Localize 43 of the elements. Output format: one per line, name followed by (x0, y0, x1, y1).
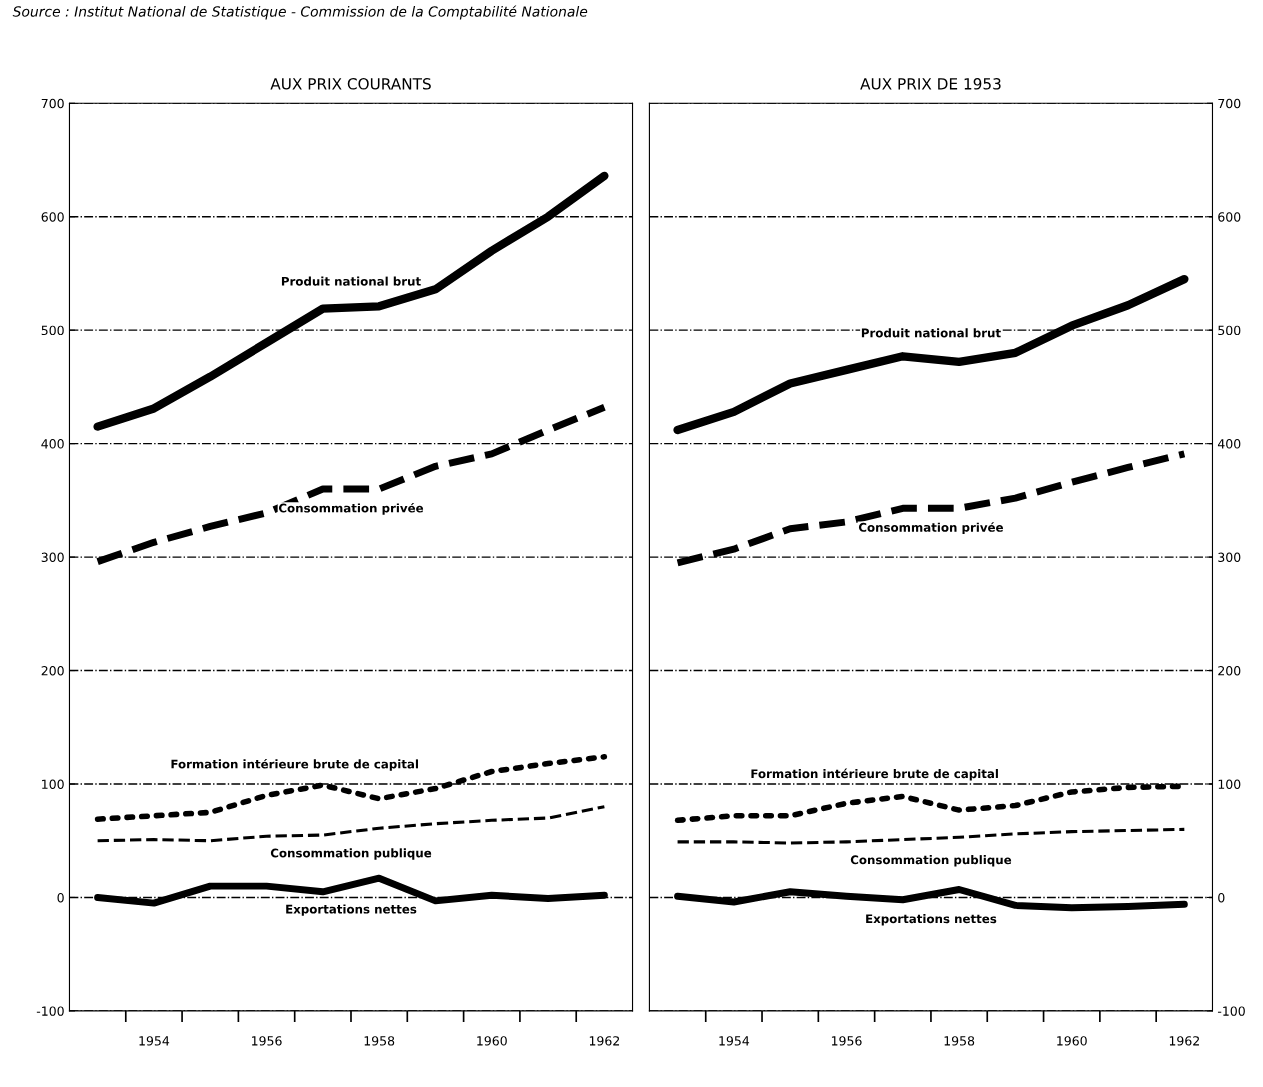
x-tick-label: 1954 (719, 1036, 750, 1046)
series-label: Produit national brut (281, 276, 421, 286)
chart-title: AUX PRIX COURANTS (270, 78, 431, 90)
line-series (96, 805, 606, 843)
y-tick-label: 100 (1218, 779, 1241, 789)
y-tick-label: 400 (1217, 439, 1241, 449)
y-tick-label: -100 (1217, 1006, 1245, 1016)
series-label: Consommation publique (270, 848, 432, 860)
x-tick-label: 1960 (1057, 1036, 1087, 1046)
series-label: Consommation privée (858, 522, 1003, 535)
x-tick-label: 1958 (944, 1036, 975, 1046)
y-tick-label: 100 (42, 779, 64, 789)
y-tick-label: 0 (1218, 892, 1225, 903)
chart-title: AUX PRIX DE 1953 (860, 78, 1001, 90)
y-tick-label: 600 (1218, 212, 1241, 222)
y-tick-label: -100 (36, 1006, 64, 1016)
x-tick-label: 1956 (252, 1036, 282, 1046)
x-tick-label: 1962 (1169, 1036, 1199, 1046)
x-tick-label: 1956 (831, 1036, 862, 1046)
y-tick-label: 400 (41, 439, 64, 449)
x-tick-label: 1962 (589, 1036, 620, 1046)
y-tick-label: 700 (1218, 98, 1241, 109)
series-label: Consommation publique (850, 855, 1012, 867)
y-tick-label: 500 (41, 325, 64, 336)
text: Formation intérieure brute de capital (751, 768, 998, 781)
y-tick-label: 300 (1218, 552, 1241, 563)
y-tick-label: 200 (41, 666, 64, 676)
x-tick-label: 1960 (477, 1036, 507, 1046)
y-tick-label: 200 (1218, 666, 1241, 676)
series-label: Produit national brut (861, 328, 1001, 338)
y-tick-label: 700 (41, 98, 64, 109)
y-tick-label: 300 (41, 552, 64, 563)
x-tick-label: 1958 (364, 1036, 395, 1046)
series-label: Exportations nettes (866, 914, 997, 926)
source-note: Source : Institut National de Statistique - Commission de la Comptabilité Nationale (12, 5, 588, 20)
series-label: Consommation privée (278, 502, 424, 515)
x-tick-label: 1954 (139, 1036, 170, 1046)
y-tick-label: 600 (41, 212, 64, 222)
y-tick-label: 0 (57, 892, 64, 903)
series-label: Exportations nettes (286, 904, 417, 916)
line-series (676, 827, 1186, 845)
series-label: Formation intérieure brute de capital (171, 758, 418, 771)
y-tick-label: 500 (1218, 325, 1241, 336)
